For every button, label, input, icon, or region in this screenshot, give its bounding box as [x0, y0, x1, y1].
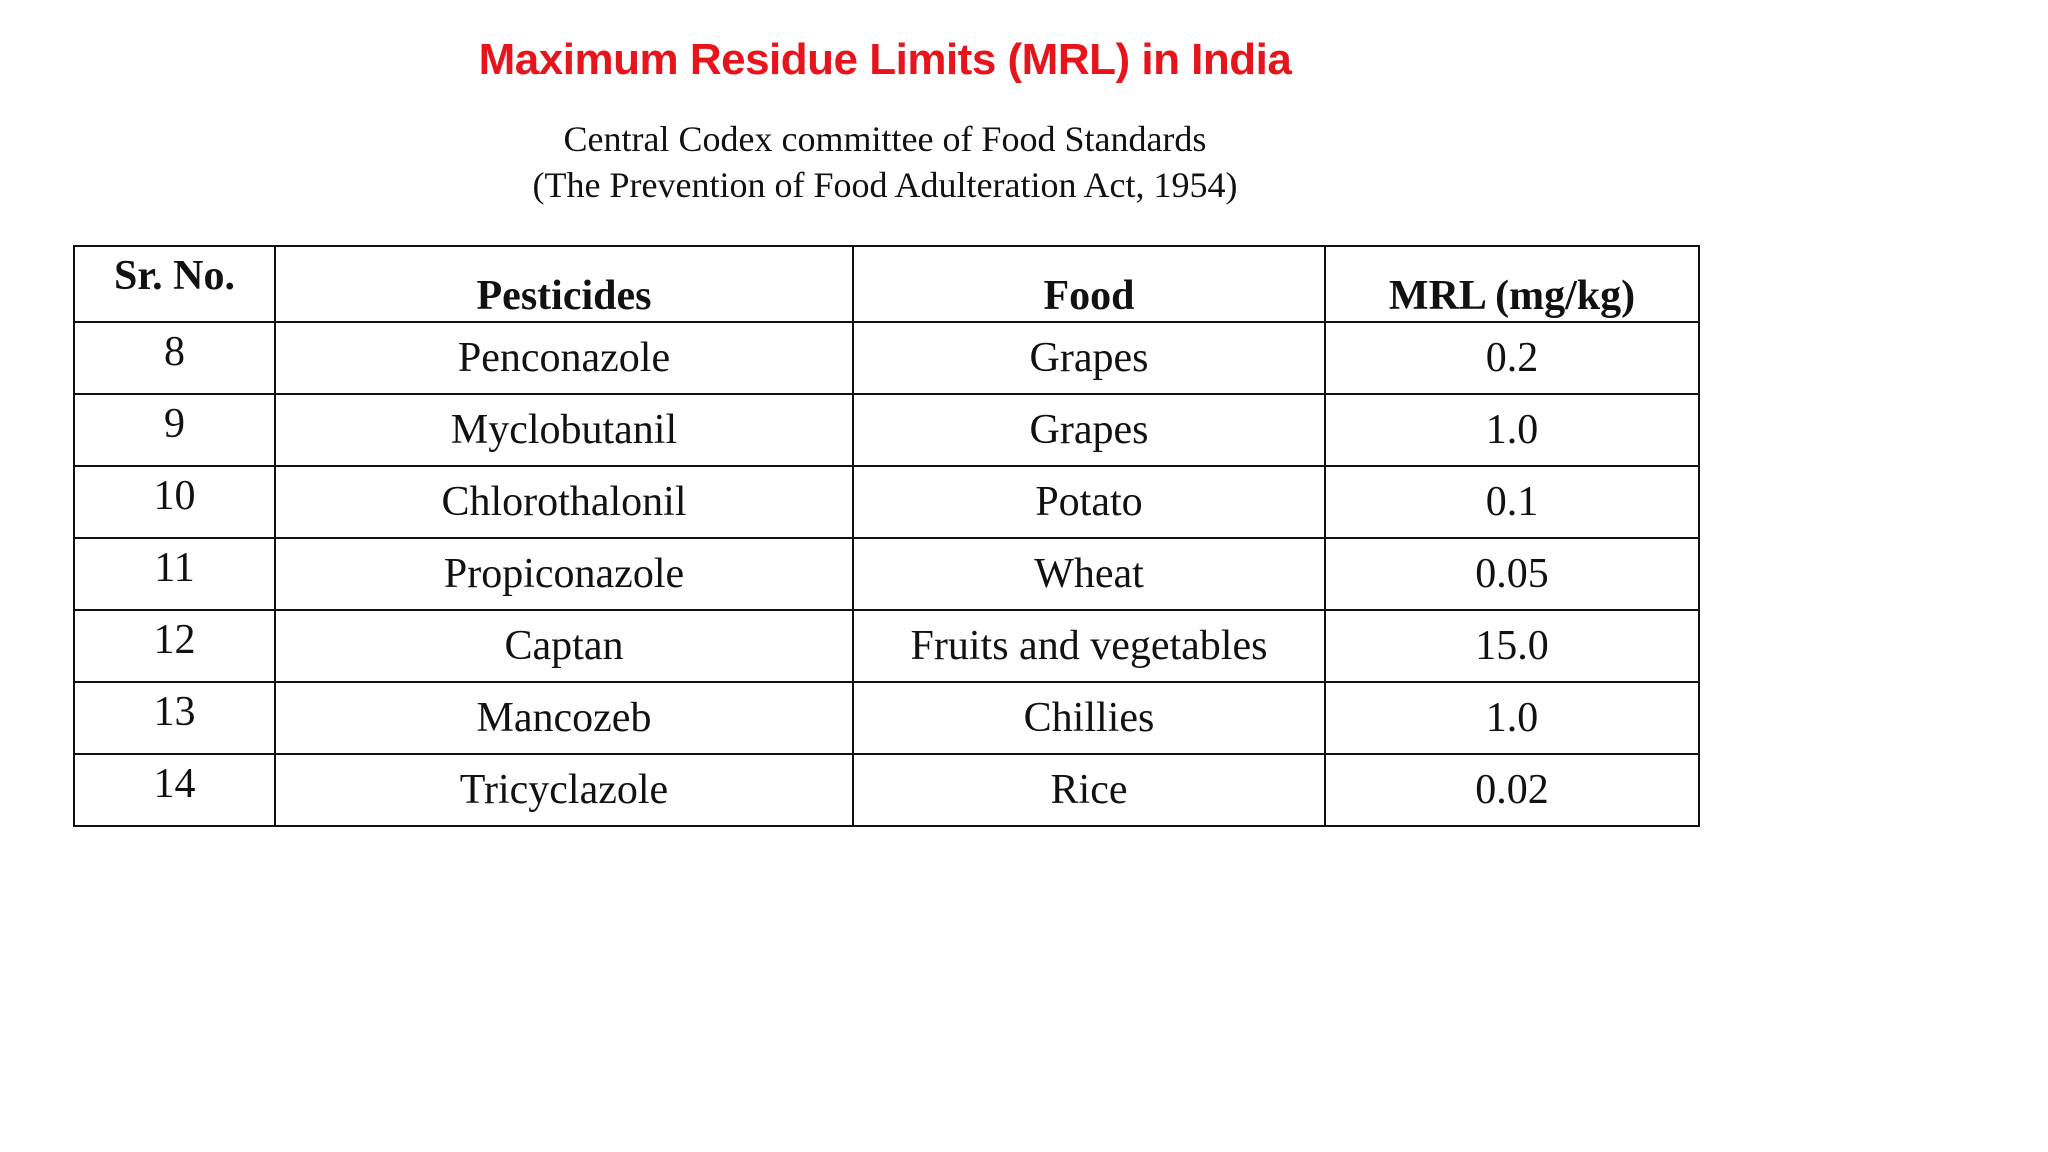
table-row: 12 Captan Fruits and vegetables 15.0: [73, 609, 1700, 683]
cell-mrl: 0.2: [1324, 321, 1700, 395]
table-row: 8 Penconazole Grapes 0.2: [73, 321, 1700, 395]
subtitle: Central Codex committee of Food Standard…: [0, 116, 1770, 208]
cell-sr-no: 14: [73, 753, 276, 827]
cell-food: Grapes: [852, 393, 1326, 467]
cell-mrl: 1.0: [1324, 393, 1700, 467]
cell-pesticide: Captan: [274, 609, 854, 683]
header-pesticides: Pesticides: [274, 245, 854, 323]
header-sr-no: Sr. No.: [73, 245, 276, 323]
cell-food: Rice: [852, 753, 1326, 827]
cell-sr-no: 8: [73, 321, 276, 395]
cell-mrl: 0.1: [1324, 465, 1700, 539]
mrl-table: Sr. No. Pesticides Food MRL (mg/kg) 8 Pe…: [73, 245, 1700, 827]
cell-sr-no: 13: [73, 681, 276, 755]
table-row: 11 Propiconazole Wheat 0.05: [73, 537, 1700, 611]
cell-food: Grapes: [852, 321, 1326, 395]
cell-pesticide: Propiconazole: [274, 537, 854, 611]
table-row: 14 Tricyclazole Rice 0.02: [73, 753, 1700, 827]
cell-sr-no: 11: [73, 537, 276, 611]
table-row: 10 Chlorothalonil Potato 0.1: [73, 465, 1700, 539]
cell-sr-no: 10: [73, 465, 276, 539]
cell-sr-no: 12: [73, 609, 276, 683]
cell-pesticide: Tricyclazole: [274, 753, 854, 827]
cell-mrl: 15.0: [1324, 609, 1700, 683]
cell-mrl: 1.0: [1324, 681, 1700, 755]
cell-pesticide: Chlorothalonil: [274, 465, 854, 539]
subtitle-line: Central Codex committee of Food Standard…: [563, 119, 1207, 159]
cell-food: Potato: [852, 465, 1326, 539]
cell-pesticide: Penconazole: [274, 321, 854, 395]
cell-pesticide: Mancozeb: [274, 681, 854, 755]
table-row: 9 Myclobutanil Grapes 1.0: [73, 393, 1700, 467]
cell-sr-no: 9: [73, 393, 276, 467]
page-title: Maximum Residue Limits (MRL) in India: [478, 35, 1292, 84]
cell-mrl: 0.02: [1324, 753, 1700, 827]
cell-food: Fruits and vegetables: [852, 609, 1326, 683]
header-mrl: MRL (mg/kg): [1324, 245, 1700, 323]
cell-mrl: 0.05: [1324, 537, 1700, 611]
cell-pesticide: Myclobutanil: [274, 393, 854, 467]
cell-food: Wheat: [852, 537, 1326, 611]
table-header-row: Sr. No. Pesticides Food MRL (mg/kg): [73, 245, 1700, 323]
subtitle-line: (The Prevention of Food Adulteration Act…: [532, 165, 1238, 205]
table-row: 13 Mancozeb Chillies 1.0: [73, 681, 1700, 755]
header-food: Food: [852, 245, 1326, 323]
cell-food: Chillies: [852, 681, 1326, 755]
